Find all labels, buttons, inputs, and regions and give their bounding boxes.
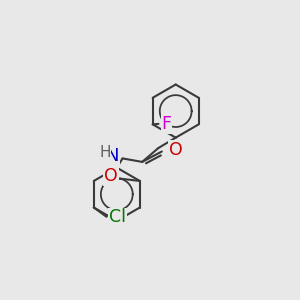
Text: F: F (161, 116, 172, 134)
Text: O: O (104, 167, 118, 185)
Text: Cl: Cl (109, 208, 126, 226)
Text: N: N (106, 147, 119, 165)
Text: H: H (99, 145, 111, 160)
Text: O: O (169, 141, 182, 159)
